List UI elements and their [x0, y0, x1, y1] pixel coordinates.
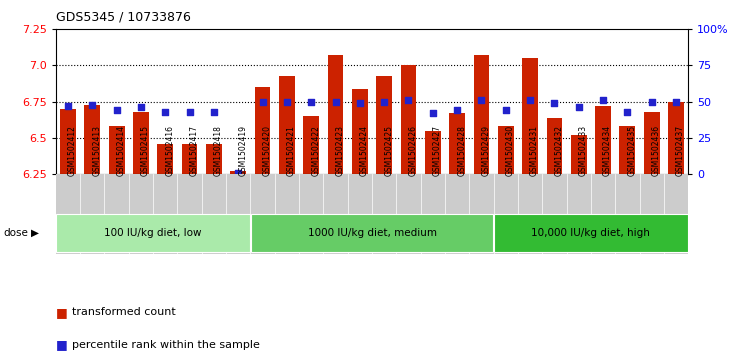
Point: [427, 110, 439, 116]
Bar: [449, 113, 465, 174]
Bar: [494, 215, 687, 252]
Bar: [668, 102, 684, 174]
Point: [597, 97, 609, 103]
Point: [135, 105, 147, 110]
Text: GSM1502424: GSM1502424: [360, 125, 369, 176]
Text: GSM1502430: GSM1502430: [506, 125, 515, 176]
Point: [208, 109, 220, 115]
Bar: [206, 144, 222, 174]
Bar: [327, 55, 344, 174]
Bar: [620, 126, 635, 174]
Text: GSM1502418: GSM1502418: [214, 125, 223, 176]
Bar: [279, 76, 295, 174]
Text: 10,000 IU/kg diet, high: 10,000 IU/kg diet, high: [531, 228, 650, 238]
Text: GSM1502414: GSM1502414: [117, 125, 126, 176]
Point: [621, 109, 633, 115]
Text: GSM1502429: GSM1502429: [481, 125, 490, 176]
Text: GSM1502423: GSM1502423: [336, 125, 344, 176]
Point: [281, 99, 293, 105]
Bar: [644, 112, 660, 174]
Text: GSM1502437: GSM1502437: [676, 125, 685, 176]
Bar: [57, 215, 250, 252]
Bar: [425, 131, 440, 174]
Point: [403, 97, 414, 103]
Bar: [473, 55, 490, 174]
Text: GSM1502421: GSM1502421: [287, 125, 296, 176]
Text: ■: ■: [56, 338, 68, 351]
Text: GSM1502428: GSM1502428: [457, 125, 466, 176]
Text: GSM1502416: GSM1502416: [165, 125, 174, 176]
Point: [257, 99, 269, 105]
Bar: [251, 215, 493, 252]
Point: [573, 105, 585, 110]
Point: [378, 99, 390, 105]
Point: [232, 170, 244, 176]
Point: [451, 107, 463, 113]
Point: [646, 99, 658, 105]
Text: ■: ■: [56, 306, 68, 319]
Bar: [231, 171, 246, 174]
Point: [548, 100, 560, 106]
Bar: [571, 135, 587, 174]
Text: GSM1502435: GSM1502435: [627, 125, 636, 176]
Point: [111, 107, 123, 113]
Text: GSM1502412: GSM1502412: [68, 125, 77, 176]
Text: GDS5345 / 10733876: GDS5345 / 10733876: [56, 11, 190, 24]
Bar: [400, 65, 417, 174]
Bar: [547, 118, 562, 174]
Bar: [498, 126, 513, 174]
Point: [475, 97, 487, 103]
Point: [330, 99, 341, 105]
Point: [354, 100, 366, 106]
Bar: [304, 116, 319, 174]
Text: 100 IU/kg diet, low: 100 IU/kg diet, low: [104, 228, 202, 238]
Bar: [157, 144, 173, 174]
Text: percentile rank within the sample: percentile rank within the sample: [72, 340, 260, 350]
Text: GSM1502422: GSM1502422: [311, 125, 320, 176]
Text: GSM1502436: GSM1502436: [652, 125, 661, 176]
Bar: [522, 58, 538, 174]
Point: [670, 99, 682, 105]
Bar: [182, 144, 197, 174]
Bar: [133, 112, 149, 174]
Point: [184, 109, 196, 115]
Text: GSM1502413: GSM1502413: [92, 125, 101, 176]
Text: dose: dose: [4, 228, 28, 238]
Text: GSM1502415: GSM1502415: [141, 125, 150, 176]
Text: GSM1502433: GSM1502433: [579, 125, 588, 176]
Bar: [595, 106, 611, 174]
Text: GSM1502419: GSM1502419: [238, 125, 247, 176]
Bar: [376, 76, 392, 174]
Text: GSM1502432: GSM1502432: [554, 125, 563, 176]
Point: [500, 107, 512, 113]
Text: 1000 IU/kg diet, medium: 1000 IU/kg diet, medium: [307, 228, 437, 238]
Text: GSM1502434: GSM1502434: [603, 125, 612, 176]
Text: GSM1502426: GSM1502426: [408, 125, 417, 176]
Point: [86, 102, 98, 107]
Text: GSM1502427: GSM1502427: [433, 125, 442, 176]
Bar: [254, 87, 271, 174]
Text: transformed count: transformed count: [72, 307, 176, 317]
Text: ▶: ▶: [31, 228, 39, 238]
Point: [62, 103, 74, 109]
Text: GSM1502420: GSM1502420: [263, 125, 272, 176]
Bar: [352, 89, 368, 174]
Bar: [84, 105, 100, 174]
Text: GSM1502425: GSM1502425: [384, 125, 393, 176]
Text: GSM1502431: GSM1502431: [530, 125, 539, 176]
Point: [159, 109, 171, 115]
Point: [305, 99, 317, 105]
Bar: [60, 109, 76, 174]
Bar: [109, 126, 124, 174]
Point: [525, 97, 536, 103]
Text: GSM1502417: GSM1502417: [190, 125, 199, 176]
